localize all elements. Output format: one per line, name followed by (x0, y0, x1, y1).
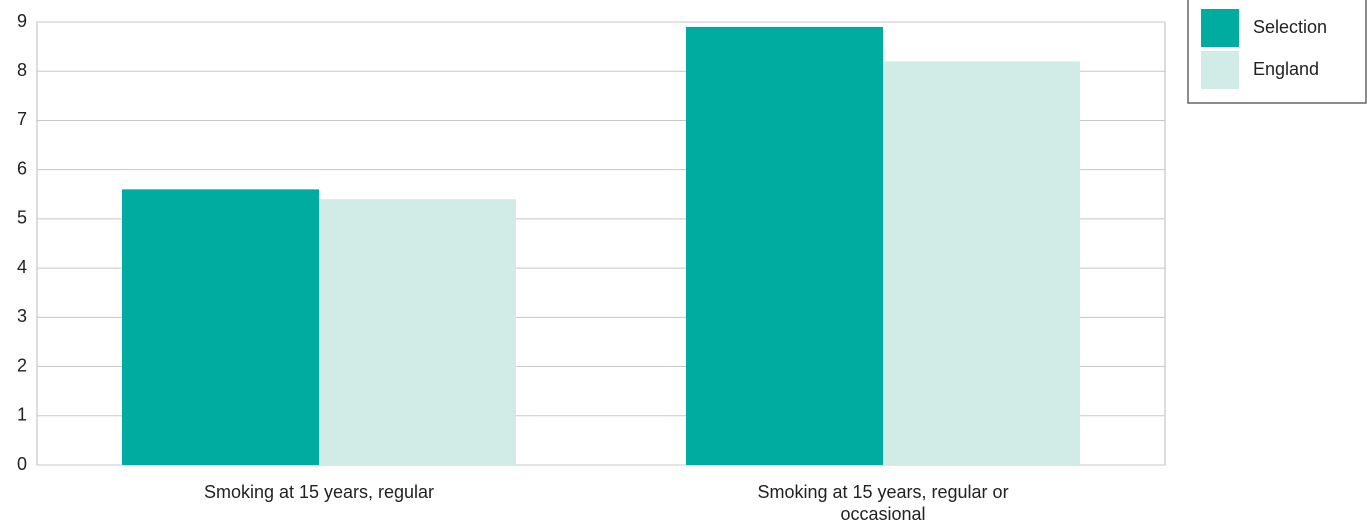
legend-swatch (1201, 51, 1239, 89)
x-tick-label-line: Smoking at 15 years, regular (204, 482, 434, 502)
bar (122, 189, 319, 465)
x-tick-label: Smoking at 15 years, regular or occasiona… (757, 482, 1008, 524)
x-tick-label: Smoking at 15 years, regular (204, 482, 434, 502)
bar (883, 61, 1080, 465)
y-tick-label: 5 (17, 208, 27, 228)
x-tick-label-line: Smoking at 15 years, regular or (757, 482, 1008, 502)
y-tick-label: 6 (17, 158, 27, 178)
legend-label: England (1253, 59, 1319, 79)
legend-label: Selection (1253, 17, 1327, 37)
y-tick-label: 1 (17, 405, 27, 425)
y-tick-label: 4 (17, 257, 27, 277)
y-tick-label: 7 (17, 109, 27, 129)
y-tick-label: 3 (17, 306, 27, 326)
bar (686, 26, 883, 466)
y-tick-label: 9 (17, 11, 27, 31)
y-tick-label: 2 (17, 355, 27, 375)
legend-swatch (1201, 9, 1239, 47)
x-tick-label-line: occasional (840, 504, 925, 524)
bar (319, 199, 516, 465)
y-tick-label: 8 (17, 60, 27, 80)
y-tick-label: 0 (17, 454, 27, 474)
